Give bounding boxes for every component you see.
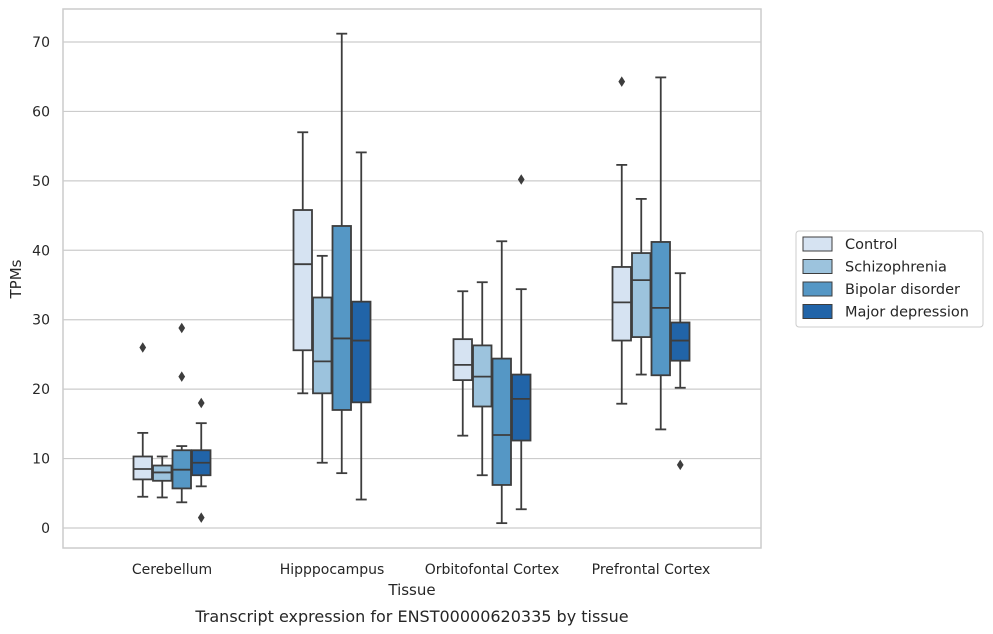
box-body	[631, 252, 652, 338]
outlier-point	[178, 322, 186, 334]
outlier-point	[197, 397, 205, 409]
outlier-point	[178, 371, 186, 382]
box	[650, 76, 671, 431]
legend-swatch	[802, 281, 833, 297]
outlier-point	[618, 76, 626, 87]
legend-swatch	[802, 304, 833, 319]
y-tick-labels: 0 10 20 30 40 50 60 70	[32, 35, 50, 537]
chart-caption: Transcript expression for ENST0000062033…	[194, 607, 628, 626]
box	[670, 272, 691, 471]
box	[312, 254, 333, 464]
box	[132, 342, 153, 498]
legend: Control Schizophrenia Bipolar disorder Majo…	[795, 230, 984, 328]
box	[292, 131, 313, 395]
box-body	[312, 296, 333, 395]
box	[511, 174, 532, 511]
box	[472, 281, 493, 477]
box-body	[452, 338, 473, 382]
outlier-point	[139, 342, 147, 353]
legend-swatch	[802, 236, 833, 252]
y-tick-label: 20	[32, 382, 50, 398]
legend-label: Major depression	[845, 305, 969, 321]
box	[452, 290, 473, 437]
outlier-point	[517, 174, 525, 185]
box	[152, 455, 173, 499]
plot-frame	[62, 8, 762, 549]
box-body	[132, 455, 153, 481]
y-tick-label: 50	[32, 174, 50, 190]
box	[191, 397, 212, 523]
outlier-point	[197, 512, 205, 523]
series-major-depression	[191, 151, 691, 523]
x-tick-labels: Cerebellum Hipppocampus Orbitofontal Corte…	[132, 562, 710, 578]
x-tick-label: Orbitofontal Cortex	[425, 562, 560, 578]
box-body	[331, 225, 352, 411]
x-tick-label: Prefrontal Cortex	[592, 562, 711, 578]
legend-label: Control	[845, 237, 897, 253]
legend-label: Schizophrenia	[845, 260, 947, 276]
y-tick-label: 10	[32, 452, 50, 468]
y-tick-label: 60	[32, 104, 50, 120]
box	[171, 322, 192, 504]
y-tick-label: 40	[32, 243, 50, 259]
series-schizophrenia	[152, 198, 652, 499]
box	[631, 198, 652, 376]
x-tick-label: Hipppocampus	[280, 562, 385, 578]
box	[491, 240, 512, 525]
legend-frame	[795, 230, 984, 328]
box-body	[351, 300, 372, 404]
series-bipolar-disorder	[171, 32, 671, 525]
box-body	[670, 321, 691, 362]
outlier-point	[676, 459, 684, 471]
y-tick-label: 30	[32, 313, 50, 329]
box-body	[511, 373, 532, 442]
legend-label: Bipolar disorder	[845, 282, 960, 298]
box	[611, 76, 632, 405]
box-series-layer	[132, 32, 691, 525]
series-control	[132, 76, 632, 498]
box-body	[611, 266, 632, 342]
legend-swatch	[802, 259, 833, 274]
box-body	[491, 357, 512, 486]
y-axis-title: TPMs	[7, 259, 25, 299]
box	[331, 32, 352, 475]
y-tick-label: 0	[41, 521, 50, 537]
box	[351, 151, 372, 501]
y-tick-label: 70	[32, 35, 50, 51]
box-body	[292, 209, 313, 352]
x-axis-title: Tissue	[387, 581, 435, 599]
x-tick-label: Cerebellum	[132, 562, 212, 578]
